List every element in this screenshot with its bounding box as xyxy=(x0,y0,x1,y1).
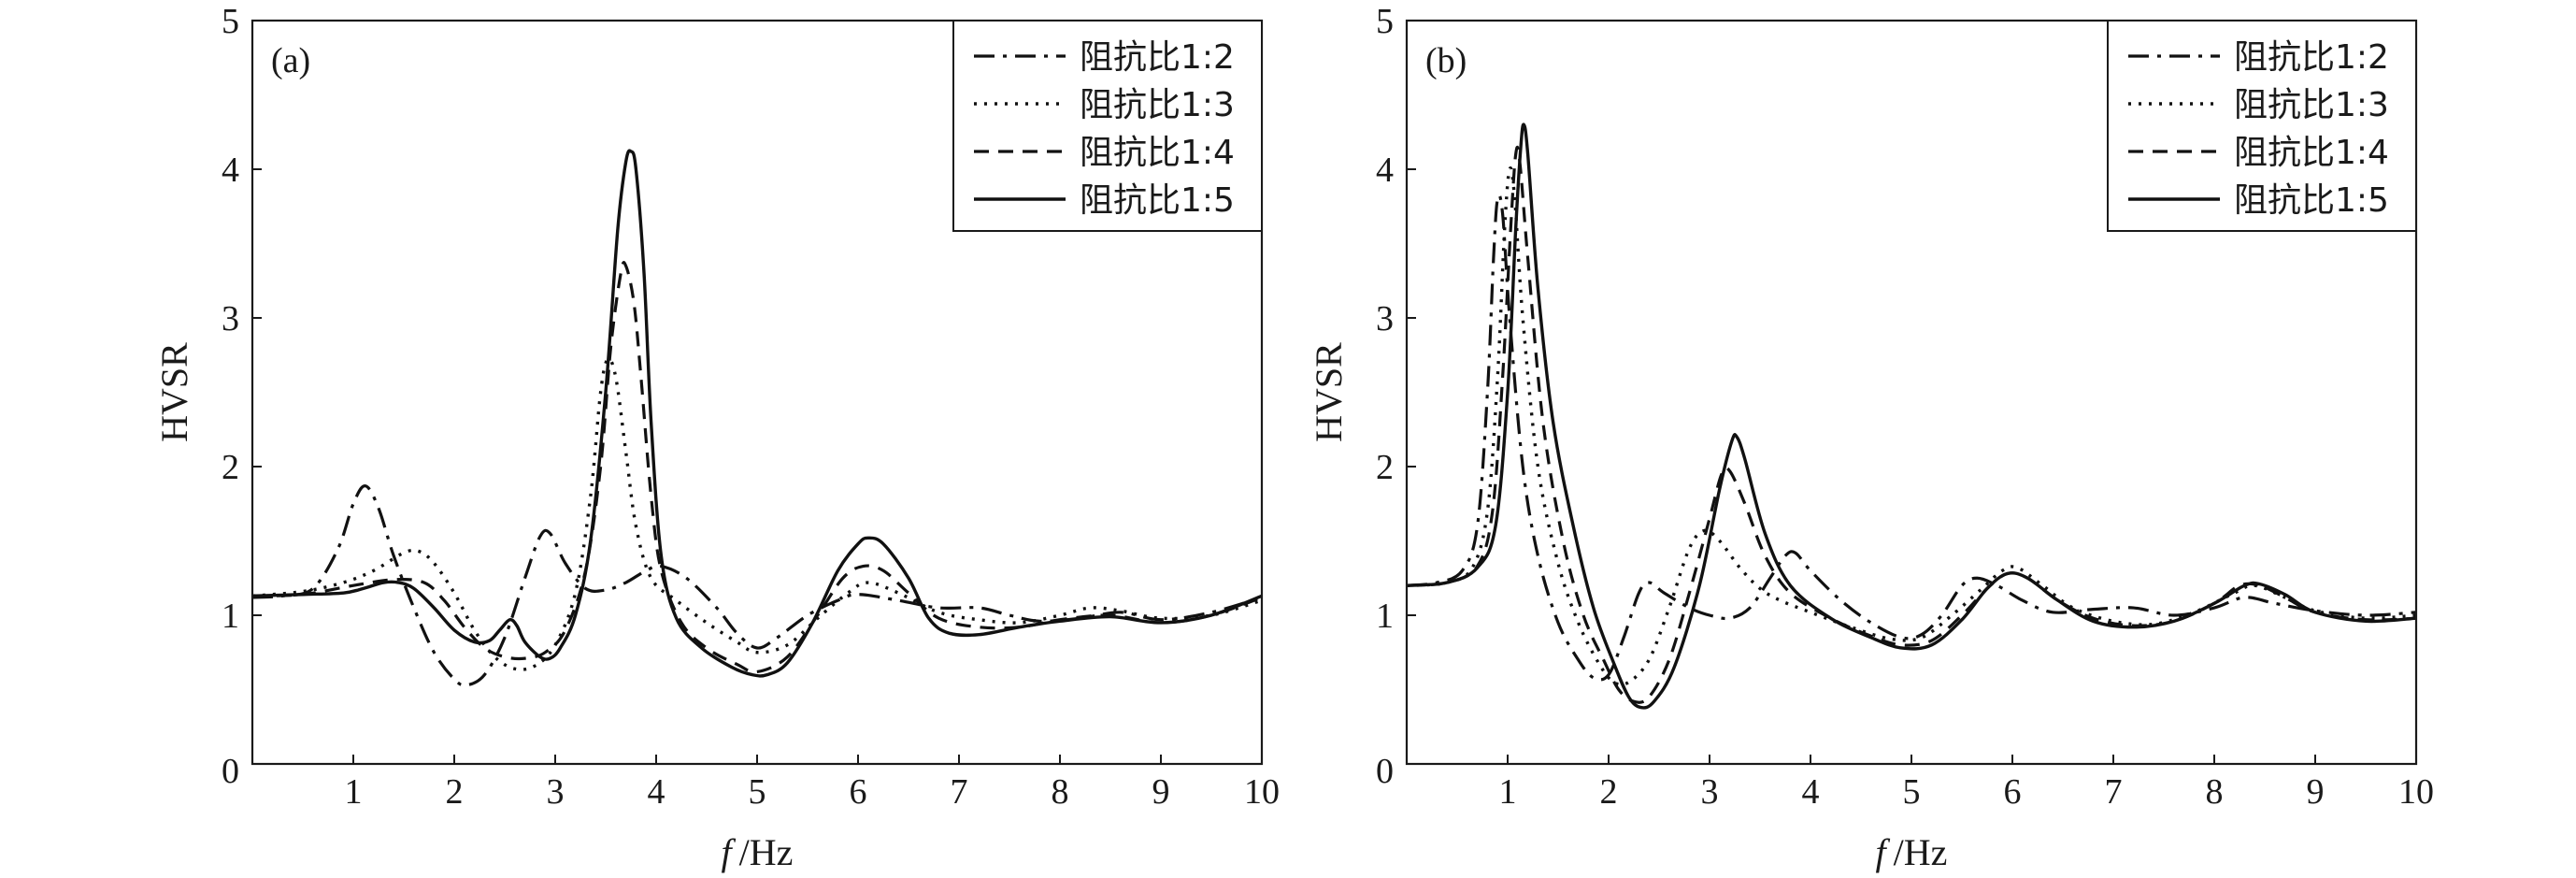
panel-b-x-tick-label: 1 xyxy=(1499,772,1517,812)
panel-a-x-tick-label: 2 xyxy=(446,772,464,812)
panel-b-x-axis-label: f/Hz xyxy=(1876,831,1948,873)
panel-b-legend-label-4: 阻抗比1:5 xyxy=(2234,181,2389,220)
panel-b-legend: 阻抗比1:2 阻抗比1:3 阻抗比1:4 阻抗比1:5 xyxy=(2107,20,2417,232)
panel-a-legend-label-4: 阻抗比1:5 xyxy=(1080,181,1235,220)
panel-a-series-1-line xyxy=(252,484,1262,687)
panel-b-plot-area xyxy=(1407,122,2416,710)
panel-a-x-tick-label: 6 xyxy=(850,772,867,812)
panel-b-series-1-line xyxy=(1407,194,2416,682)
panel-b-legend-label-2: 阻抗比1:3 xyxy=(2234,86,2389,124)
panel-a-x-axis-label: f/Hz xyxy=(722,831,794,873)
panel-b-series-2-line xyxy=(1407,166,2416,687)
panel-a-legend-label-3: 阻抗比1:4 xyxy=(1080,134,1235,172)
panel-a-series-2-line xyxy=(252,357,1262,671)
panel-a-y-tick-label: 4 xyxy=(222,151,239,190)
panel-a-chart: 1 2 3 4 5 6 7 8 9 10 1 2 3 4 5 0 HVSR f/Hz (a) 阻抗比1:2 阻抗比1:3… xyxy=(153,2,1280,873)
panel-b-y-axis-label: HVSR xyxy=(1308,342,1350,442)
panel-a-x-tick-label: 10 xyxy=(1244,772,1280,812)
panel-a-y-tick-label: 1 xyxy=(222,597,239,636)
panel-a-series-3-line xyxy=(252,261,1262,674)
panel-b-x-tick-label: 2 xyxy=(1600,772,1618,812)
panel-b-series-3-line xyxy=(1407,145,2416,704)
panel-b-series-4-line xyxy=(1407,122,2416,710)
panel-a-x-tick-label: 3 xyxy=(547,772,565,812)
panel-a-y-tick-label: 3 xyxy=(222,299,239,338)
panel-b-origin-label: 0 xyxy=(1376,752,1394,791)
panel-b-y-tick-label: 3 xyxy=(1376,299,1394,338)
panel-b-x-tick-label: 3 xyxy=(1701,772,1719,812)
panel-a-y-tick-label: 5 xyxy=(222,2,239,41)
panel-a-plot-area xyxy=(252,149,1262,687)
panel-b-y-tick-label: 5 xyxy=(1376,2,1394,41)
panel-b-y-tick-label: 2 xyxy=(1376,448,1394,487)
panel-a-x-tick-label: 4 xyxy=(648,772,665,812)
panel-a-y-tick-label: 2 xyxy=(222,448,239,487)
panel-a-origin-label: 0 xyxy=(222,752,239,791)
panel-a-x-tick-label: 8 xyxy=(1052,772,1069,812)
panel-b-x-tick-label: 7 xyxy=(2105,772,2123,812)
panel-b-x-tick-label: 9 xyxy=(2307,772,2325,812)
panel-a-series-4-line xyxy=(252,149,1262,678)
panel-b-tag-label: (b) xyxy=(1425,41,1467,80)
panel-a-y-axis-label: HVSR xyxy=(153,342,195,442)
panel-b-legend-label-1: 阻抗比1:2 xyxy=(2234,38,2389,77)
panel-b-x-tick-label: 6 xyxy=(2004,772,2022,812)
panel-b-x-tick-label: 8 xyxy=(2206,772,2224,812)
panel-b-y-tick-label: 4 xyxy=(1376,151,1394,190)
panel-b-chart: 1 2 3 4 5 6 7 8 9 10 1 2 3 4 5 0 HVSR f/Hz (b) 阻抗比1:2 阻抗比1:3… xyxy=(1308,2,2434,873)
panel-a-legend: 阻抗比1:2 阻抗比1:3 阻抗比1:4 阻抗比1:5 xyxy=(952,20,1263,232)
panel-b-y-tick-label: 1 xyxy=(1376,597,1394,636)
panel-a-tag-label: (a) xyxy=(271,41,310,80)
panel-a-legend-label-1: 阻抗比1:2 xyxy=(1080,38,1235,77)
panel-b-x-tick-label: 10 xyxy=(2398,772,2434,812)
panel-b-legend-label-3: 阻抗比1:4 xyxy=(2234,134,2389,172)
panel-b-x-tick-label: 4 xyxy=(1802,772,1820,812)
panel-a-legend-label-2: 阻抗比1:3 xyxy=(1080,86,1235,124)
panel-a-x-tick-label: 1 xyxy=(345,772,363,812)
panel-a-x-tick-label: 5 xyxy=(749,772,766,812)
panel-b-x-tick-label: 5 xyxy=(1903,772,1921,812)
panel-a-x-tick-label: 9 xyxy=(1152,772,1170,812)
panel-a-x-tick-label: 7 xyxy=(951,772,968,812)
